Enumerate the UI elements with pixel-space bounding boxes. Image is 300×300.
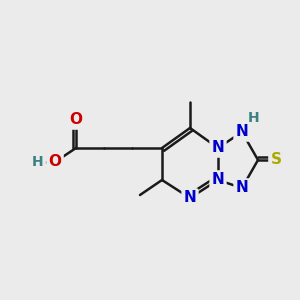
Text: O: O — [49, 154, 62, 169]
Text: H: H — [32, 155, 44, 169]
Text: S: S — [271, 152, 281, 167]
Text: O: O — [70, 112, 83, 128]
Text: N: N — [184, 190, 196, 206]
Text: N: N — [236, 181, 248, 196]
Text: N: N — [236, 124, 248, 140]
Text: H: H — [248, 111, 260, 125]
Text: N: N — [212, 140, 224, 155]
Text: N: N — [212, 172, 224, 188]
